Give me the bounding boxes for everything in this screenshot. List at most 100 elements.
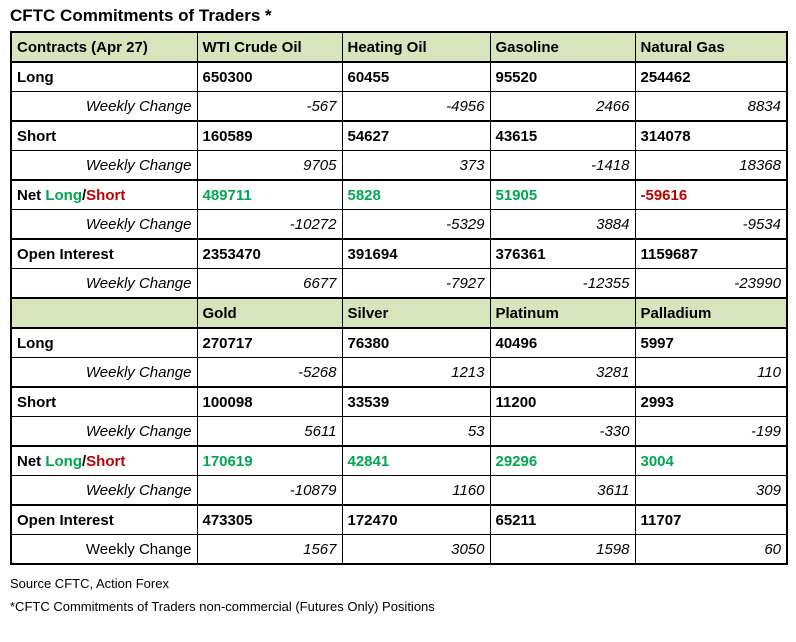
table-row: Weekly Change -567 -4956 2466 8834 bbox=[10, 91, 788, 122]
cell-value: 65211 bbox=[489, 504, 636, 535]
cell-value: 3004 bbox=[634, 445, 788, 476]
table-row: Long 650300 60455 95520 254462 bbox=[10, 61, 788, 92]
row-label-net: Net Long/Short bbox=[10, 445, 198, 476]
footnote: *CFTC Commitments of Traders non-commerc… bbox=[10, 599, 435, 614]
row-label: Weekly Change bbox=[10, 209, 198, 240]
row-label: Weekly Change bbox=[10, 268, 198, 299]
cell-value: 60 bbox=[634, 534, 788, 565]
cell-value: 8834 bbox=[634, 91, 788, 122]
cell-value: -199 bbox=[634, 416, 788, 447]
row-label: Short bbox=[10, 386, 198, 417]
cell-value: 18368 bbox=[634, 150, 788, 181]
net-label-part-short: Short bbox=[86, 452, 126, 470]
cell-value: -4956 bbox=[341, 91, 491, 122]
net-label-part: Net bbox=[17, 186, 46, 204]
table-row: Weekly Change 6677 -7927 -12355 -23990 bbox=[10, 268, 788, 299]
header-cell: Gold bbox=[196, 297, 343, 329]
cell-value: 373 bbox=[341, 150, 491, 181]
cell-value: -5329 bbox=[341, 209, 491, 240]
header-cell: Gasoline bbox=[489, 31, 636, 63]
cell-value: 2353470 bbox=[196, 238, 343, 269]
row-label: Weekly Change bbox=[10, 91, 198, 122]
table-row: Open Interest 473305 172470 65211 11707 bbox=[10, 504, 788, 535]
cell-value: 1159687 bbox=[634, 238, 788, 269]
cell-value: 40496 bbox=[489, 327, 636, 358]
cell-value: 95520 bbox=[489, 61, 636, 92]
row-label: Long bbox=[10, 61, 198, 92]
cell-value: 160589 bbox=[196, 120, 343, 151]
table-row: Short 100098 33539 11200 2993 bbox=[10, 386, 788, 417]
cell-value: -12355 bbox=[489, 268, 636, 299]
table-row: Open Interest 2353470 391694 376361 1159… bbox=[10, 238, 788, 269]
cell-value: 2466 bbox=[489, 91, 636, 122]
cell-value: -23990 bbox=[634, 268, 788, 299]
row-label-net: Net Long/Short bbox=[10, 179, 198, 210]
cell-value: 170619 bbox=[196, 445, 343, 476]
cell-value: -567 bbox=[196, 91, 343, 122]
header-row: Contracts (Apr 27) WTI Crude Oil Heating… bbox=[10, 31, 788, 63]
cell-value: 11200 bbox=[489, 386, 636, 417]
net-label-part-long: Long bbox=[45, 452, 82, 470]
header-cell: Silver bbox=[341, 297, 491, 329]
row-label: Weekly Change bbox=[10, 416, 198, 447]
header-cell: Heating Oil bbox=[341, 31, 491, 63]
cell-value: 43615 bbox=[489, 120, 636, 151]
net-label-part: / bbox=[82, 186, 87, 204]
cell-value: 1160 bbox=[341, 475, 491, 506]
row-label: Weekly Change bbox=[10, 475, 198, 506]
table-row: Net Long/Short 170619 42841 29296 3004 bbox=[10, 445, 788, 476]
cell-value: 1598 bbox=[489, 534, 636, 565]
row-label: Long bbox=[10, 327, 198, 358]
table-row: Weekly Change -10879 1160 3611 309 bbox=[10, 475, 788, 506]
table-row: Weekly Change 1567 3050 1598 60 bbox=[10, 534, 788, 565]
cell-value: 1213 bbox=[341, 357, 491, 388]
source-note: Source CFTC, Action Forex bbox=[10, 576, 169, 591]
cell-value: 42841 bbox=[341, 445, 491, 476]
table-row: Short 160589 54627 43615 314078 bbox=[10, 120, 788, 151]
net-label-part: Net bbox=[17, 452, 46, 470]
cell-value: 3281 bbox=[489, 357, 636, 388]
table-row: Long 270717 76380 40496 5997 bbox=[10, 327, 788, 358]
header-cell: Natural Gas bbox=[634, 31, 788, 63]
cell-value: 473305 bbox=[196, 504, 343, 535]
net-label-part-short: Short bbox=[86, 186, 126, 204]
cell-value: 2993 bbox=[634, 386, 788, 417]
cell-value: 33539 bbox=[341, 386, 491, 417]
cell-value: 314078 bbox=[634, 120, 788, 151]
cell-value: 5997 bbox=[634, 327, 788, 358]
cell-value: -1418 bbox=[489, 150, 636, 181]
cell-value: -9534 bbox=[634, 209, 788, 240]
cell-value: 391694 bbox=[341, 238, 491, 269]
cell-value: 53 bbox=[341, 416, 491, 447]
cell-value: 6677 bbox=[196, 268, 343, 299]
cell-value: 3884 bbox=[489, 209, 636, 240]
cell-value: -10272 bbox=[196, 209, 343, 240]
table-row: Weekly Change 5611 53 -330 -199 bbox=[10, 416, 788, 447]
cell-value: 76380 bbox=[341, 327, 491, 358]
cell-value: 270717 bbox=[196, 327, 343, 358]
table-row: Net Long/Short 489711 5828 51905 -59616 bbox=[10, 179, 788, 210]
cell-value: 60455 bbox=[341, 61, 491, 92]
cell-value: 51905 bbox=[489, 179, 636, 210]
row-label: Open Interest bbox=[10, 504, 198, 535]
header-cell: WTI Crude Oil bbox=[196, 31, 343, 63]
header-cell: Contracts (Apr 27) bbox=[10, 31, 198, 63]
cell-value: 489711 bbox=[196, 179, 343, 210]
cell-value: 29296 bbox=[489, 445, 636, 476]
cell-value: -59616 bbox=[634, 179, 788, 210]
row-label: Weekly Change bbox=[10, 150, 198, 181]
cell-value: 100098 bbox=[196, 386, 343, 417]
cell-value: 5828 bbox=[341, 179, 491, 210]
cell-value: 5611 bbox=[196, 416, 343, 447]
cell-value: 54627 bbox=[341, 120, 491, 151]
cell-value: -10879 bbox=[196, 475, 343, 506]
row-label: Weekly Change bbox=[10, 357, 198, 388]
cell-value: 11707 bbox=[634, 504, 788, 535]
header-cell bbox=[10, 297, 198, 329]
table-row: Weekly Change 9705 373 -1418 18368 bbox=[10, 150, 788, 181]
cell-value: 254462 bbox=[634, 61, 788, 92]
cell-value: -7927 bbox=[341, 268, 491, 299]
net-label-part-long: Long bbox=[45, 186, 82, 204]
cell-value: 110 bbox=[634, 357, 788, 388]
cell-value: 3050 bbox=[341, 534, 491, 565]
